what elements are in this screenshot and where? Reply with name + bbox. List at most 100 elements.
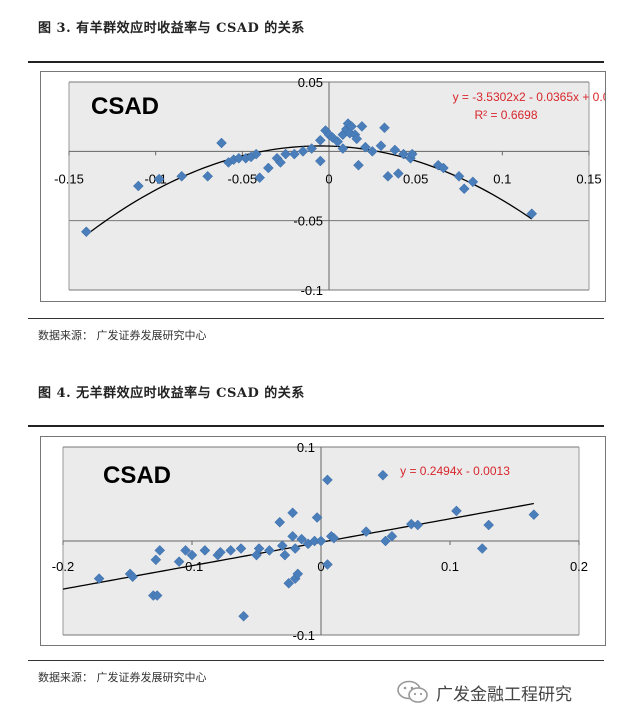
data-point [458,183,470,195]
data-point [398,148,409,160]
x-tick-label: -0.2 [52,559,74,574]
data-point [225,545,237,556]
figure3-source: 数据来源： 广发证券发展研究中心 [38,329,207,342]
data-point [314,134,326,146]
data-point [176,170,188,182]
data-point [346,121,357,132]
data-point [262,162,274,174]
data-point [151,590,163,601]
trendline [62,502,534,590]
figure3-title: 图 3. 有羊群效应时收益率与 CSAD 的关系 [38,21,305,36]
data-point [274,516,286,528]
data-point [467,176,479,188]
x-tick-label: 0.05 [403,171,428,186]
scatter-chart-herding: -0.15-0.1-0.0500.050.10.150.05-0.05-0.1C… [54,75,619,298]
data-point [276,540,288,552]
data-point [127,571,139,583]
data-point [154,545,166,556]
data-point [80,226,92,238]
chart-frame-figure3: -0.15-0.1-0.0500.050.10.150.05-0.05-0.1C… [40,71,619,302]
x-tick-label: 0.2 [570,559,588,574]
data-point [451,505,462,517]
data-point [392,168,404,179]
data-point [216,137,227,149]
data-point [476,543,488,554]
data-point [264,545,275,556]
data-point [389,144,401,156]
x-tick-label: 0 [317,559,324,574]
data-point [366,145,378,157]
y-tick-label: -0.05 [293,214,323,229]
x-tick-label: 0 [325,171,332,186]
data-point [283,577,295,589]
data-point [288,148,300,160]
watermark-text: 广发金融工程研究 [436,684,572,705]
chart-frame-figure4: -0.2 -0.1 0 0.1 0.2 0.1 -0.1 CSAD y = 0.2494x - … [40,436,606,646]
figure4-top-rule [28,425,604,427]
data-point [180,545,191,556]
y-tick-label: 0.1 [297,440,315,455]
data-point [360,141,371,153]
data-point [296,533,308,545]
data-point [250,148,262,160]
data-point [322,474,333,486]
wechat-watermark: 广发金融工程研究 [396,679,572,705]
y-tick-label: -0.1 [301,283,323,298]
data-point [311,512,323,523]
data-point [289,543,301,554]
data-point [287,507,298,519]
figure4-bottom-rule [28,660,604,661]
data-point [254,172,266,184]
data-point [375,140,387,152]
x-tick-label: -0.1 [181,559,203,574]
scatter-chart-no-herding: -0.2 -0.1 0 0.1 0.2 0.1 -0.1 CSAD y = 0.2494x - … [52,440,588,643]
trendline-r2: R² = 0.6698 [474,108,537,122]
data-point [275,157,286,168]
trendline-equation: y = -3.5302x2 - 0.0365x + 0.0038 [453,90,605,104]
data-point [377,469,389,481]
data-point [199,545,211,556]
data-point [528,509,540,521]
data-point [315,535,327,547]
data-point [332,136,344,147]
data-point [153,173,165,185]
data-point [292,568,304,580]
data-point [322,559,333,570]
data-point [93,573,105,584]
data-point [453,170,465,182]
x-tick-label: -0.05 [228,171,258,186]
data-point [328,532,340,544]
figure3-bottom-rule [28,318,604,319]
data-point [150,554,162,566]
data-point [253,543,265,554]
data-point [353,159,364,171]
data-point [297,145,309,157]
figure4-source: 数据来源： 广发证券发展研究中心 [38,671,207,684]
data-point [186,549,198,561]
data-point [386,530,398,542]
data-point [379,122,390,134]
data-point [287,530,298,542]
data-point [306,143,318,154]
data-point [360,526,372,537]
data-point [173,556,185,568]
data-point [280,148,292,160]
trendline-equation: y = 0.2494x - 0.0013 [400,464,510,478]
data-point [215,546,226,558]
y-tick-label: 0.05 [298,75,323,90]
data-point [279,549,291,561]
chart-title: CSAD [91,93,159,120]
wechat-icon [397,680,428,703]
data-point [380,535,391,547]
data-point [438,162,449,174]
data-point [526,208,538,220]
x-tick-label: 0.1 [441,559,459,574]
data-point [405,518,417,530]
data-point [238,610,249,622]
data-point [483,519,495,531]
chart-title: CSAD [103,462,171,489]
x-tick-label: -0.15 [54,171,84,186]
data-point [351,133,363,145]
figure3-top-rule [28,61,604,63]
data-point [406,148,418,160]
